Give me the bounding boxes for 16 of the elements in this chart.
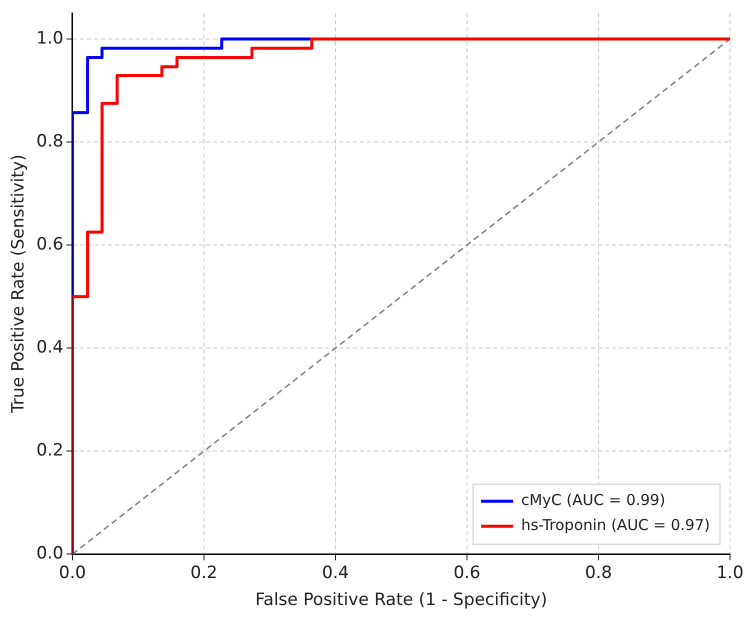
y-tick-label: 1.0 — [36, 28, 64, 48]
x-tick-label: 1.0 — [716, 562, 744, 583]
x-tick-label: 0.6 — [453, 562, 480, 583]
y-tick-label: 0.4 — [36, 338, 64, 358]
y-tick-label: 0.6 — [36, 234, 64, 254]
x-tick-label: 0.8 — [584, 562, 612, 583]
legend-label: hs-Troponin (AUC = 0.97) — [521, 516, 710, 534]
x-tick-label: 0.4 — [322, 562, 349, 583]
x-tick-label: 0.0 — [58, 562, 86, 583]
x-tick-label: 0.2 — [190, 562, 218, 583]
y-tick-label: 0.8 — [36, 131, 64, 152]
y-axis-title: True Positive Rate (Sensitivity) — [8, 154, 29, 414]
y-tick-label: 0.2 — [36, 440, 64, 461]
x-axis-title: False Positive Rate (1 - Specificity) — [255, 590, 548, 610]
y-tick-label: 0.0 — [36, 544, 64, 564]
legend-label: cMyC (AUC = 0.99) — [521, 491, 666, 510]
